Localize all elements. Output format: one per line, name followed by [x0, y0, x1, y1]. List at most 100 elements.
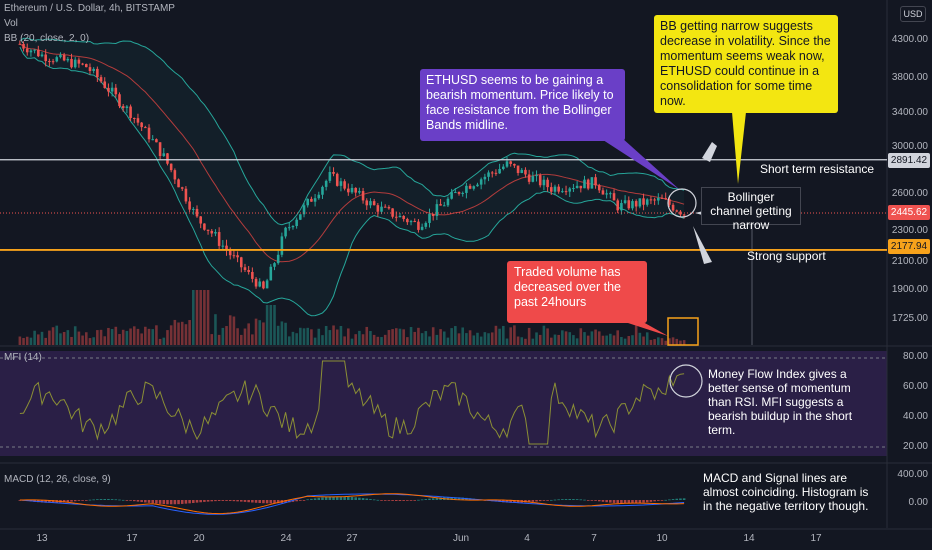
currency-button[interactable]: USD	[900, 6, 926, 22]
macd-histogram-bar	[586, 500, 590, 501]
macd-histogram-bar	[620, 500, 623, 504]
volume-bar	[221, 327, 225, 345]
candle-body	[339, 181, 343, 186]
candle-body	[324, 180, 328, 187]
volume-bar	[239, 334, 243, 345]
macd-histogram-bar	[214, 500, 217, 502]
red-callout[interactable]: Traded volume has decreased over the pas…	[507, 261, 647, 323]
macd-histogram-bar	[158, 500, 162, 504]
candle-body	[509, 161, 512, 164]
macd-histogram-bar	[361, 498, 365, 500]
volume-bar	[62, 331, 66, 345]
candle-body	[62, 54, 66, 61]
support-note[interactable]: Strong support	[747, 249, 826, 263]
candle-body	[284, 227, 287, 237]
volume-legend[interactable]: Vol	[4, 18, 18, 29]
candle-body	[542, 179, 546, 186]
volume-bar	[372, 334, 376, 345]
candle-body	[594, 177, 597, 186]
volume-bar	[321, 335, 324, 345]
macd-histogram-bar	[335, 496, 339, 500]
macd-histogram-bar	[62, 500, 66, 503]
volume-bar	[361, 334, 365, 345]
candle-body	[494, 172, 498, 174]
volume-bar	[612, 335, 616, 345]
macd-histogram-bar	[450, 497, 453, 500]
volume-bar	[103, 336, 107, 345]
volume-bars	[18, 290, 686, 345]
candle-body	[29, 50, 33, 53]
candle-body	[413, 221, 417, 223]
candle-body	[583, 179, 586, 189]
candle-body	[642, 198, 645, 205]
candle-body	[177, 179, 180, 188]
date-tick: 17	[126, 533, 138, 544]
volume-bar	[572, 335, 575, 345]
macd-histogram-bar	[609, 500, 612, 503]
macd-histogram-bar	[657, 500, 660, 501]
candle-body	[70, 58, 73, 68]
yellow-callout-pointer	[732, 112, 746, 184]
volume-bar	[627, 336, 631, 345]
candle-body	[601, 190, 605, 195]
macd-legend[interactable]: MACD (12, 26, close, 9)	[4, 474, 111, 485]
bollinger-note[interactable]: Bollinger channel getting narrow	[701, 187, 801, 232]
macd-histogram-bar	[358, 497, 361, 500]
mfi-legend[interactable]: MFI (14)	[4, 352, 42, 363]
volume-bar	[549, 337, 553, 345]
macd-histogram-bar	[210, 500, 214, 502]
candle-body	[664, 198, 667, 200]
macd-histogram-bar	[653, 500, 656, 502]
yellow-callout[interactable]: BB getting narrow suggests decrease in v…	[654, 15, 838, 113]
candle-body	[243, 267, 247, 271]
volume-bar	[465, 333, 468, 345]
arrow-up-right	[702, 142, 717, 162]
volume-bar	[59, 333, 62, 345]
resistance-note[interactable]: Short term resistance	[760, 162, 875, 176]
macd-histogram-bar	[428, 498, 431, 500]
date-tick: 7	[591, 533, 597, 544]
macd-histogram-bar	[180, 500, 184, 504]
macd-histogram-bar	[509, 500, 512, 503]
bb-legend[interactable]: BB (20, close, 2, 0)	[4, 33, 90, 44]
mfi-note[interactable]: Money Flow Index gives a better sense of…	[708, 367, 853, 437]
volume-bar	[144, 326, 147, 345]
macd-histogram-bar	[269, 500, 273, 504]
volume-bar	[620, 337, 623, 345]
volume-bar	[597, 331, 601, 345]
macd-histogram-bar	[535, 500, 538, 502]
mfi-highlight-circle	[669, 364, 703, 398]
macd-histogram-bar	[431, 498, 435, 500]
macd-histogram-bar	[324, 497, 328, 500]
candle-body	[660, 197, 664, 199]
purple-callout[interactable]: ETHUSD seems to be gaining a bearish mom…	[420, 69, 625, 141]
candle-body	[51, 61, 55, 63]
candle-body	[203, 223, 206, 230]
macd-note[interactable]: MACD and Signal lines are almost coincid…	[703, 471, 869, 513]
macd-histogram-bar	[243, 500, 247, 502]
candle-body	[435, 204, 439, 217]
candle-body	[561, 191, 564, 193]
macd-histogram-bar	[144, 500, 147, 503]
candle-body	[136, 118, 140, 123]
candle-body	[553, 186, 557, 192]
macd-histogram-bar	[350, 496, 354, 500]
volume-bar	[302, 328, 306, 345]
volume-bar	[162, 337, 166, 345]
macd-histogram-bar	[424, 499, 428, 500]
volume-bar	[605, 335, 608, 345]
candle-body	[110, 87, 114, 92]
candle-body	[612, 193, 616, 201]
macd-pane	[18, 493, 686, 515]
candle-body	[454, 192, 457, 194]
candle-body	[269, 266, 273, 281]
volume-bar	[192, 290, 195, 345]
candle-body	[121, 106, 125, 109]
macd-histogram-bar	[631, 500, 634, 504]
candle-body	[549, 187, 553, 192]
current-price-tag: 2445.62	[888, 205, 930, 220]
volume-bar	[645, 332, 649, 345]
candle-body	[310, 198, 313, 202]
candle-body	[365, 200, 369, 206]
